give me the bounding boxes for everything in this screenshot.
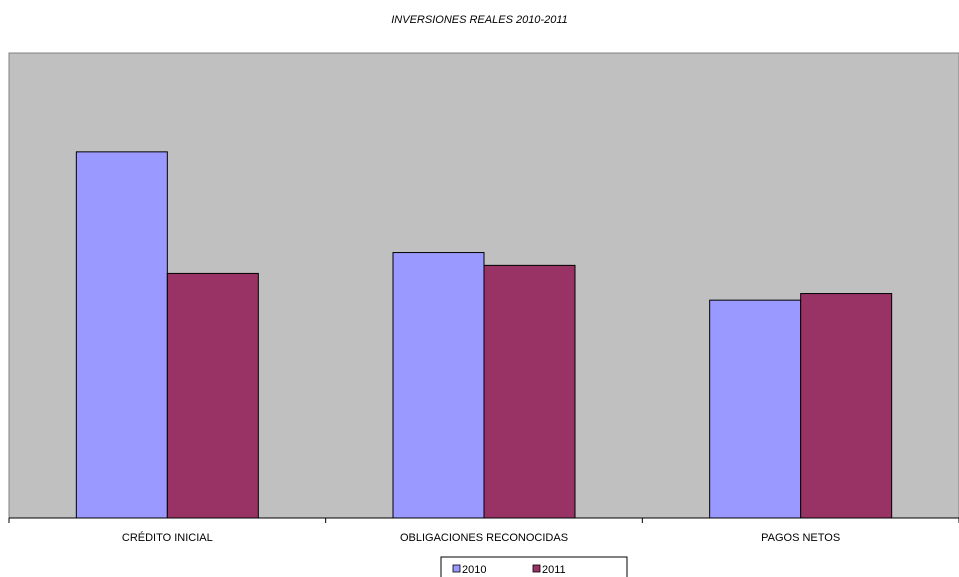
bar-2011-1 — [166, 272, 259, 519]
chart-title: INVERSIONES REALES 2010-2011 — [391, 14, 568, 26]
bar-2010-3 — [709, 299, 802, 519]
legend-swatch-2011 — [532, 564, 541, 573]
category-labels-group: CRÉDITO INICIAL OBLIGACIONES RECONOCIDAS P… — [122, 531, 840, 544]
bar-2011-3 — [800, 293, 893, 519]
x-ticks-group — [8, 518, 959, 523]
legend-swatch-2010 — [452, 564, 461, 573]
bar-2010-1 — [75, 151, 168, 519]
bar-2011-2 — [483, 264, 576, 519]
category-label: PAGOS NETOS — [761, 532, 840, 544]
legend-label-2010: 2010 — [462, 564, 486, 576]
category-label: CRÉDITO INICIAL — [122, 531, 213, 544]
bar-2010-2 — [392, 252, 485, 519]
legend: 2010 2011 — [440, 556, 628, 577]
category-label: OBLIGACIONES RECONOCIDAS — [400, 532, 568, 544]
legend-label-2011: 2011 — [542, 564, 566, 576]
